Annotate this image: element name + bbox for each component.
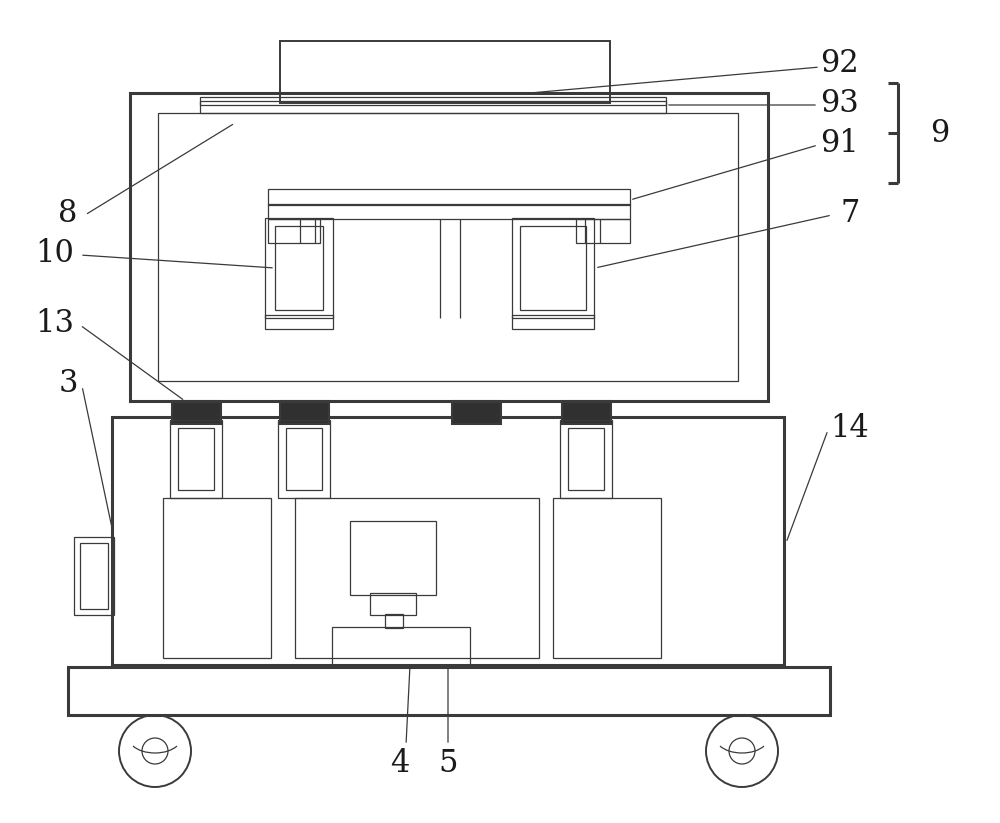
Bar — [268, 204, 630, 219]
Bar — [172, 401, 220, 423]
Text: 9: 9 — [930, 118, 950, 148]
Bar — [112, 417, 784, 665]
Bar — [452, 401, 500, 423]
Bar — [280, 401, 328, 423]
Text: 3: 3 — [58, 368, 78, 398]
Bar — [286, 428, 322, 490]
Bar — [200, 101, 666, 105]
Text: 13: 13 — [36, 308, 74, 338]
Bar — [280, 401, 328, 423]
Text: 10: 10 — [36, 238, 74, 268]
Bar — [74, 537, 114, 615]
Bar — [265, 315, 333, 329]
Bar — [80, 543, 108, 609]
Bar — [178, 428, 214, 490]
Bar — [562, 401, 610, 423]
Bar — [568, 428, 604, 490]
Bar — [512, 315, 594, 329]
Bar — [130, 93, 768, 401]
Bar — [278, 420, 330, 498]
Bar — [158, 113, 738, 381]
Text: 7: 7 — [840, 198, 860, 229]
Bar — [576, 219, 630, 243]
Text: 91: 91 — [821, 128, 859, 159]
Bar — [295, 498, 539, 658]
Bar — [275, 226, 323, 310]
Bar — [265, 218, 333, 318]
Bar — [553, 498, 661, 658]
Bar — [268, 219, 320, 243]
Bar — [520, 226, 586, 310]
Text: 4: 4 — [390, 747, 410, 779]
Bar — [280, 41, 610, 103]
Bar — [163, 498, 271, 658]
Bar — [562, 401, 610, 423]
Bar — [170, 420, 222, 498]
Bar — [452, 401, 500, 423]
Bar — [562, 401, 610, 423]
Bar — [172, 401, 220, 423]
Text: 14: 14 — [831, 412, 869, 444]
Text: 8: 8 — [58, 198, 78, 229]
Bar — [172, 401, 220, 423]
Text: 5: 5 — [438, 747, 458, 779]
Bar — [512, 218, 594, 318]
Bar — [385, 614, 403, 628]
Text: 93: 93 — [821, 87, 859, 119]
Bar — [200, 97, 666, 113]
Bar — [68, 667, 830, 715]
Bar — [350, 521, 436, 595]
Bar — [370, 593, 416, 615]
Bar — [268, 189, 630, 205]
Bar — [332, 627, 470, 665]
Bar — [560, 420, 612, 498]
Text: 92: 92 — [821, 48, 859, 78]
Bar — [280, 401, 328, 423]
Bar — [452, 401, 500, 423]
